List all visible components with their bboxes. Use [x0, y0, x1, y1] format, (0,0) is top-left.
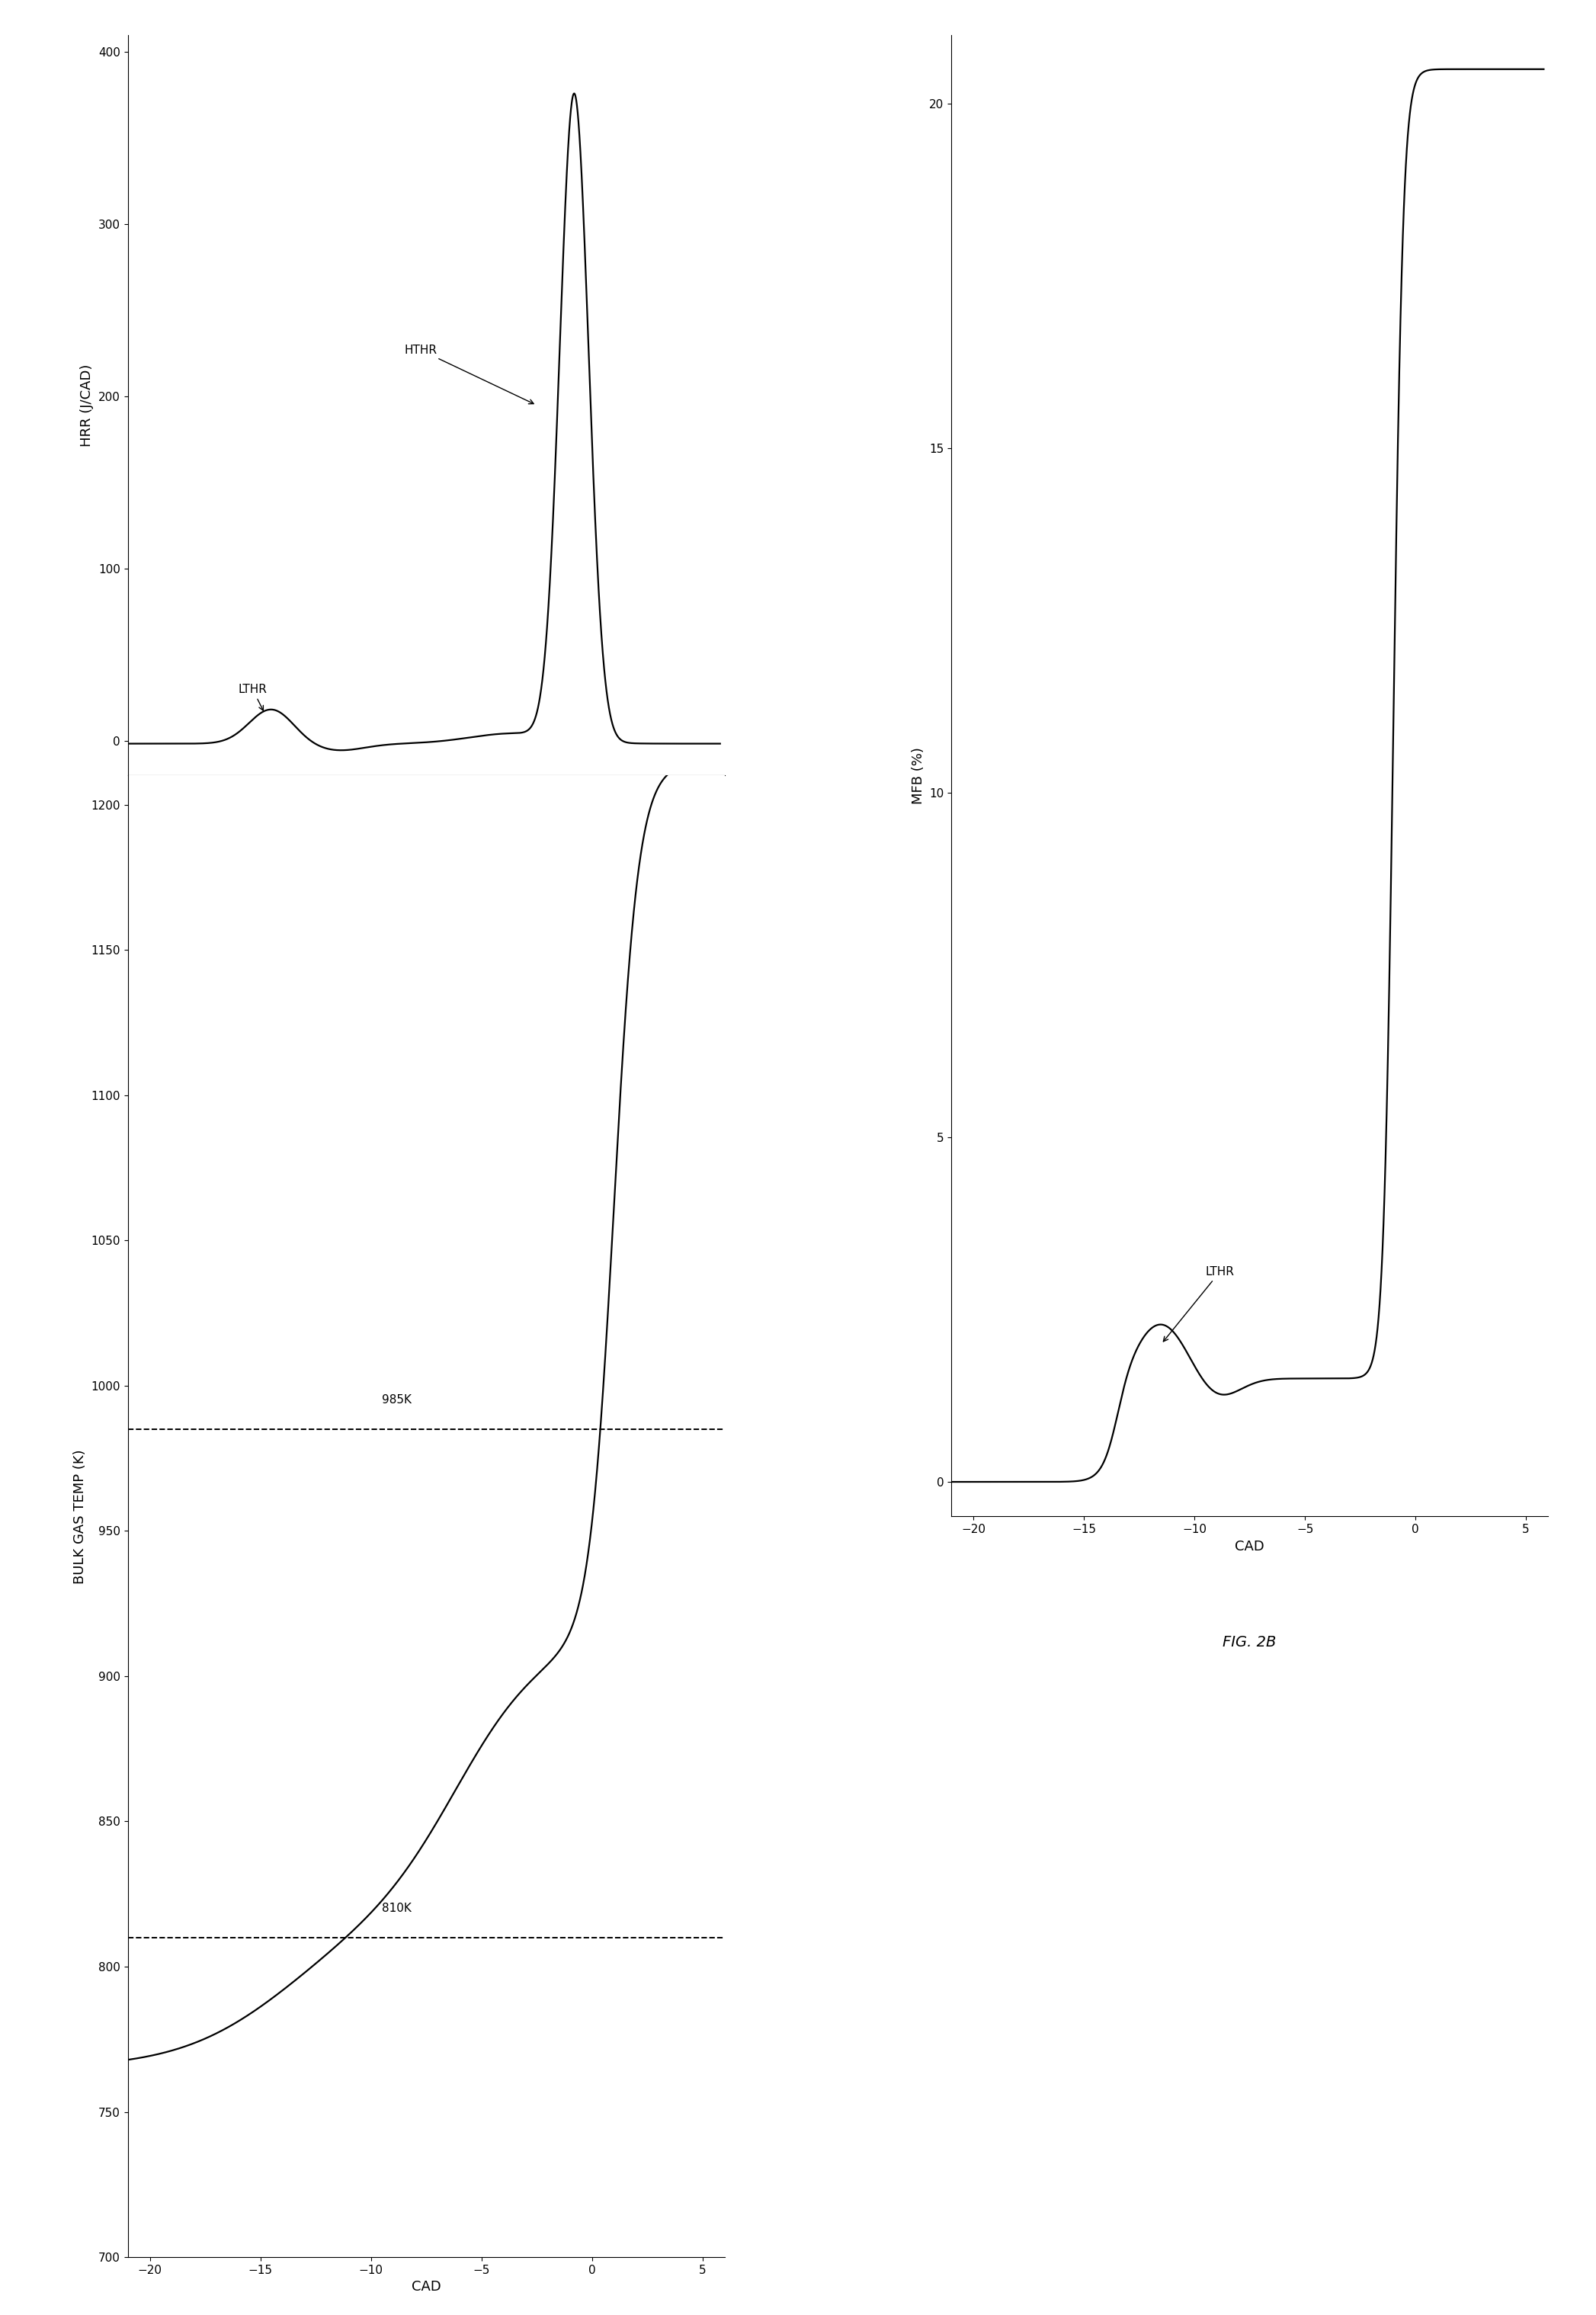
X-axis label: CAD: CAD	[1235, 1539, 1264, 1553]
X-axis label: CAD: CAD	[412, 2280, 440, 2294]
Text: HTHR: HTHR	[404, 345, 533, 403]
Y-axis label: HRR (J/CAD): HRR (J/CAD)	[80, 363, 94, 447]
Text: 985K: 985K	[381, 1394, 412, 1405]
Text: 810K: 810K	[381, 1903, 412, 1915]
Text: FIG. 2B: FIG. 2B	[1223, 1634, 1277, 1648]
Text: LTHR: LTHR	[238, 683, 267, 711]
Y-axis label: MFB (%): MFB (%)	[911, 748, 926, 803]
Text: LTHR: LTHR	[1163, 1266, 1234, 1340]
Text: FIG. 2A: FIG. 2A	[399, 880, 453, 894]
Y-axis label: BULK GAS TEMP (K): BULK GAS TEMP (K)	[73, 1449, 86, 1583]
X-axis label: CAD: CAD	[412, 799, 440, 813]
